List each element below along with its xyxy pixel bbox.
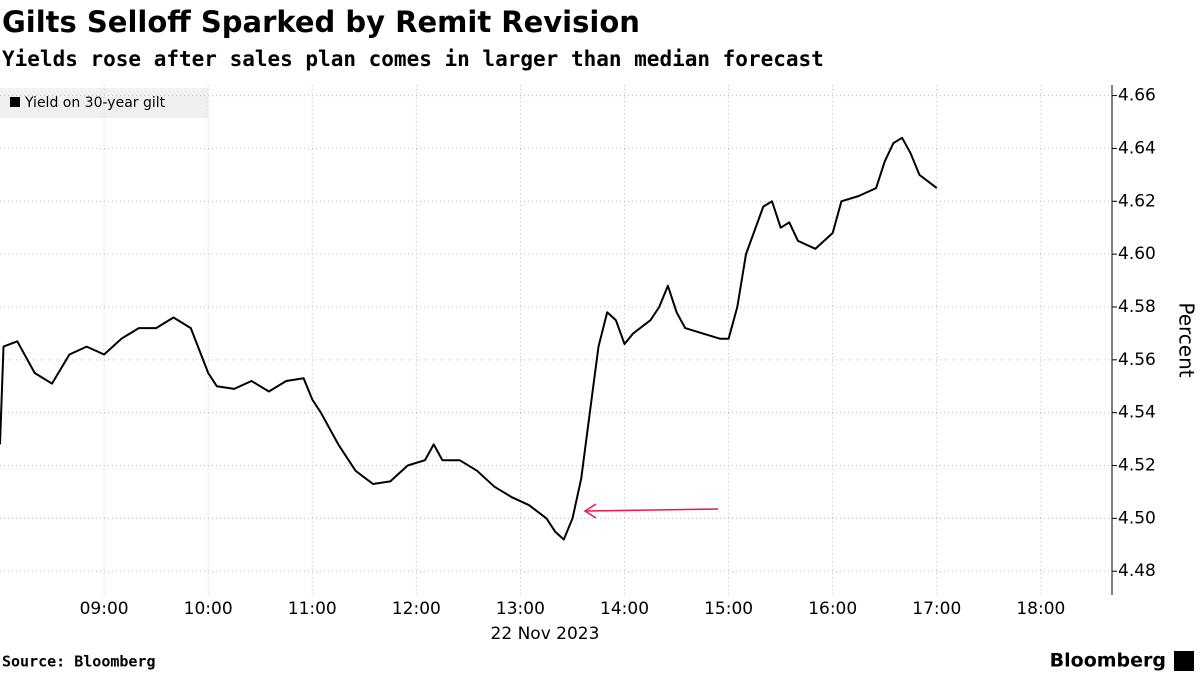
source: Source: Bloomberg — [2, 653, 156, 671]
annotation-arrowhead — [583, 503, 597, 519]
x-tick-label: 16:00 — [808, 599, 857, 619]
y-axis-label: Percent — [1175, 302, 1199, 377]
y-tick-label: 4.54 — [1118, 403, 1156, 423]
x-tick-label: 17:00 — [912, 599, 961, 619]
legend-label: Yield on 30-year gilt — [24, 95, 166, 111]
x-tick-label: 10:00 — [184, 599, 233, 619]
brand-icon — [1174, 651, 1194, 671]
data-line — [0, 136, 938, 541]
y-tick-label: 4.60 — [1118, 244, 1156, 264]
x-tick-label: 11:00 — [288, 599, 337, 619]
brand: Bloomberg — [1050, 650, 1166, 672]
y-tick-label: 4.62 — [1118, 191, 1156, 211]
legend-swatch — [10, 97, 20, 107]
x-tick-label: 18:00 — [1016, 599, 1065, 619]
y-tick-label: 4.66 — [1118, 86, 1156, 106]
x-tick-label: 15:00 — [704, 599, 753, 619]
annotation-arrow — [586, 508, 719, 512]
y-tick-label: 4.58 — [1118, 297, 1156, 317]
x-axis-label: 22 Nov 2023 — [491, 624, 600, 644]
y-tick-label: 4.52 — [1118, 456, 1156, 476]
chart-title: Gilts Selloff Sparked by Remit Revision — [2, 5, 640, 39]
y-tick-label: 4.50 — [1118, 508, 1156, 528]
y-tick-label: 4.56 — [1118, 350, 1156, 370]
x-tick-label: 13:00 — [496, 599, 545, 619]
y-tick-label: 4.64 — [1118, 138, 1156, 158]
x-tick-label: 12:00 — [392, 599, 441, 619]
x-tick-label: 09:00 — [80, 599, 129, 619]
chart-subtitle: Yields rose after sales plan comes in la… — [2, 47, 824, 71]
y-tick-label: 4.48 — [1118, 561, 1156, 581]
x-tick-label: 14:00 — [600, 599, 649, 619]
